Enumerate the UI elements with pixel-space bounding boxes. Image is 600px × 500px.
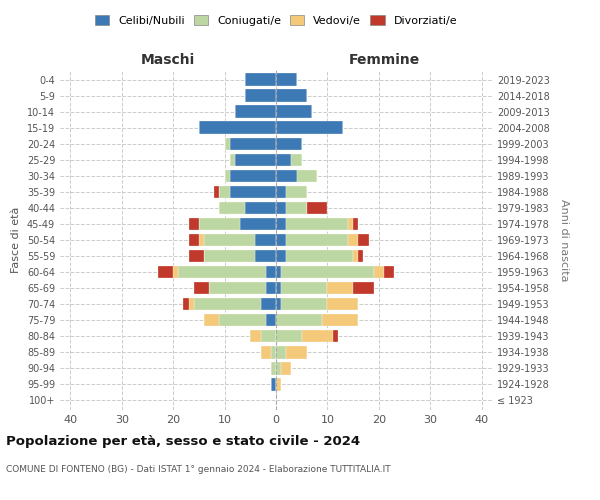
Bar — [214, 186, 220, 198]
Y-axis label: Anni di nascita: Anni di nascita — [559, 198, 569, 281]
Bar — [286, 202, 307, 214]
Bar — [235, 154, 276, 166]
Bar — [281, 282, 328, 294]
Bar — [230, 154, 235, 166]
Bar — [276, 202, 286, 214]
Bar — [199, 218, 240, 230]
Bar — [266, 282, 276, 294]
Bar — [178, 266, 266, 278]
Bar — [188, 298, 194, 310]
Bar — [332, 330, 338, 342]
Bar — [322, 314, 358, 326]
Bar — [276, 138, 302, 150]
Bar — [276, 90, 307, 102]
Bar — [276, 218, 286, 230]
Bar — [358, 250, 364, 262]
Bar — [276, 170, 296, 182]
Bar — [256, 234, 276, 246]
Bar — [260, 346, 271, 358]
Bar — [307, 202, 328, 214]
Bar — [276, 250, 286, 262]
Bar — [281, 266, 374, 278]
Bar — [276, 234, 286, 246]
Bar — [260, 330, 276, 342]
Bar — [302, 330, 332, 342]
Bar — [230, 186, 276, 198]
Bar — [230, 138, 276, 150]
Bar — [296, 170, 317, 182]
Bar — [276, 74, 296, 86]
Bar — [188, 250, 204, 262]
Bar — [256, 250, 276, 262]
Bar — [250, 330, 260, 342]
Bar — [276, 314, 322, 326]
Bar — [220, 186, 230, 198]
Text: COMUNE DI FONTENO (BG) - Dati ISTAT 1° gennaio 2024 - Elaborazione TUTTITALIA.IT: COMUNE DI FONTENO (BG) - Dati ISTAT 1° g… — [6, 465, 391, 474]
Bar — [348, 234, 358, 246]
Bar — [276, 122, 343, 134]
Bar — [276, 266, 281, 278]
Bar — [245, 202, 276, 214]
Text: Maschi: Maschi — [141, 52, 195, 66]
Bar — [224, 138, 230, 150]
Bar — [235, 106, 276, 118]
Bar — [240, 218, 276, 230]
Bar — [271, 346, 276, 358]
Bar — [281, 298, 328, 310]
Bar — [194, 282, 209, 294]
Bar — [276, 378, 281, 390]
Bar — [292, 154, 302, 166]
Bar — [286, 250, 353, 262]
Bar — [384, 266, 394, 278]
Bar — [266, 266, 276, 278]
Bar — [286, 186, 307, 198]
Bar — [276, 186, 286, 198]
Bar — [220, 202, 245, 214]
Bar — [286, 218, 348, 230]
Text: Popolazione per età, sesso e stato civile - 2024: Popolazione per età, sesso e stato civil… — [6, 435, 360, 448]
Bar — [245, 74, 276, 86]
Bar — [358, 234, 368, 246]
Bar — [199, 234, 204, 246]
Bar — [374, 266, 384, 278]
Text: Femmine: Femmine — [349, 52, 419, 66]
Bar — [328, 298, 358, 310]
Bar — [188, 218, 199, 230]
Bar — [328, 282, 353, 294]
Bar — [209, 282, 266, 294]
Bar — [224, 170, 230, 182]
Bar — [204, 234, 256, 246]
Bar — [281, 362, 292, 374]
Bar — [271, 362, 276, 374]
Bar — [276, 298, 281, 310]
Bar — [230, 170, 276, 182]
Bar — [276, 106, 312, 118]
Bar — [188, 234, 199, 246]
Bar — [271, 378, 276, 390]
Bar — [286, 346, 307, 358]
Bar — [158, 266, 173, 278]
Y-axis label: Fasce di età: Fasce di età — [11, 207, 21, 273]
Bar — [353, 250, 358, 262]
Bar — [245, 90, 276, 102]
Bar — [276, 330, 302, 342]
Bar — [204, 250, 256, 262]
Bar — [173, 266, 178, 278]
Bar — [204, 314, 220, 326]
Bar — [220, 314, 266, 326]
Bar — [184, 298, 188, 310]
Bar — [276, 282, 281, 294]
Bar — [199, 122, 276, 134]
Bar — [353, 282, 374, 294]
Bar — [260, 298, 276, 310]
Bar — [348, 218, 353, 230]
Bar — [276, 154, 292, 166]
Bar — [276, 362, 281, 374]
Bar — [276, 346, 286, 358]
Bar — [353, 218, 358, 230]
Bar — [266, 314, 276, 326]
Legend: Celibi/Nubili, Coniugati/e, Vedovi/e, Divorziati/e: Celibi/Nubili, Coniugati/e, Vedovi/e, Di… — [91, 10, 461, 30]
Bar — [194, 298, 260, 310]
Bar — [286, 234, 348, 246]
